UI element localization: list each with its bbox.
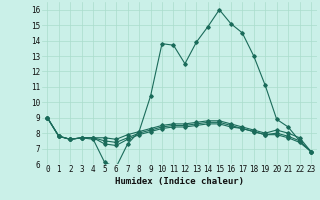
X-axis label: Humidex (Indice chaleur): Humidex (Indice chaleur): [115, 177, 244, 186]
